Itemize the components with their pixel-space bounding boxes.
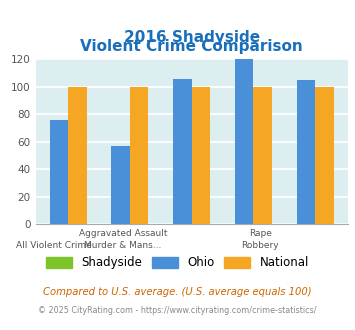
Text: Murder & Mans...: Murder & Mans... [84,241,162,250]
Text: Violent Crime Comparison: Violent Crime Comparison [80,40,303,54]
Bar [68,87,87,224]
Bar [192,87,210,224]
Bar [315,87,334,224]
Bar [253,87,272,224]
Legend: Shadyside, Ohio, National: Shadyside, Ohio, National [42,252,313,274]
Text: © 2025 CityRating.com - https://www.cityrating.com/crime-statistics/: © 2025 CityRating.com - https://www.city… [38,306,317,315]
Text: Aggravated Assault: Aggravated Assault [79,229,167,238]
Bar [111,146,130,224]
Bar [235,59,253,224]
Text: Rape: Rape [249,229,272,238]
Bar [50,120,68,224]
Bar [297,80,315,224]
Bar [173,79,192,224]
Bar [130,87,148,224]
Text: Compared to U.S. average. (U.S. average equals 100): Compared to U.S. average. (U.S. average … [43,287,312,297]
Text: Robbery: Robbery [242,241,279,250]
Text: 2016 Shadyside: 2016 Shadyside [124,30,260,45]
Text: All Violent Crime: All Violent Crime [16,241,92,250]
